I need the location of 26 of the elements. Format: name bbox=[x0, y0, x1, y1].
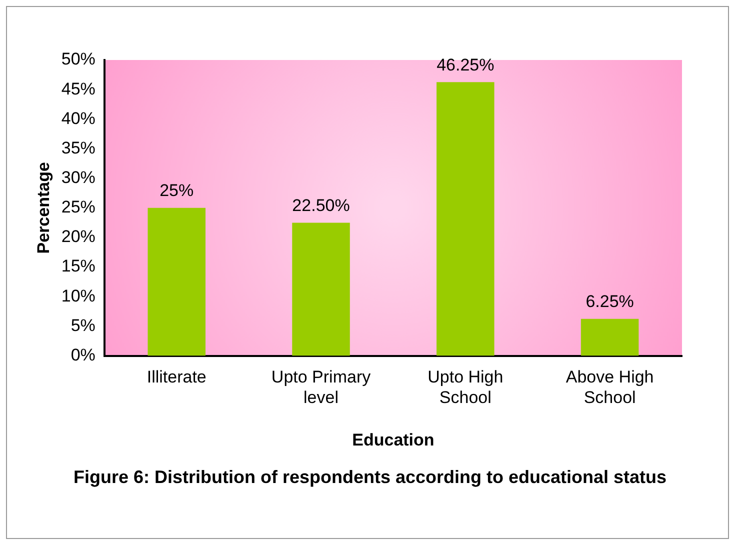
x-tick-label: Upto Primary level bbox=[271, 368, 372, 408]
bar bbox=[292, 222, 350, 356]
x-tick-label: Illiterate bbox=[146, 368, 206, 387]
data-label: 25% bbox=[160, 181, 194, 200]
bar bbox=[436, 82, 494, 356]
y-tick-label: 10% bbox=[61, 286, 96, 306]
y-tick-label: 40% bbox=[61, 108, 96, 128]
y-tick-label: 20% bbox=[61, 227, 96, 246]
y-tick-label: 25% bbox=[61, 198, 96, 217]
bar bbox=[148, 208, 206, 356]
y-axis-title: Percentage bbox=[34, 162, 53, 254]
data-label: 6.25% bbox=[586, 292, 634, 312]
y-tick-label: 45% bbox=[61, 79, 96, 98]
y-tick-label: 30% bbox=[61, 168, 96, 188]
x-tick-label: Upto High School bbox=[428, 368, 504, 408]
data-label: 22.50% bbox=[292, 196, 350, 215]
data-label: 46.25% bbox=[436, 55, 494, 74]
text: Figure 6: Distribution of respondents according to educational status bbox=[72, 466, 668, 489]
x-axis-title: Education bbox=[352, 430, 434, 450]
y-tick-label: 50% bbox=[61, 50, 96, 69]
y-tick-label: 5% bbox=[70, 316, 96, 335]
x-tick-label: Above High School bbox=[566, 368, 654, 408]
y-tick-label: 15% bbox=[61, 256, 96, 276]
y-tick-label: 35% bbox=[61, 138, 96, 158]
bar bbox=[580, 318, 639, 356]
y-tick-label: 0% bbox=[70, 345, 96, 364]
